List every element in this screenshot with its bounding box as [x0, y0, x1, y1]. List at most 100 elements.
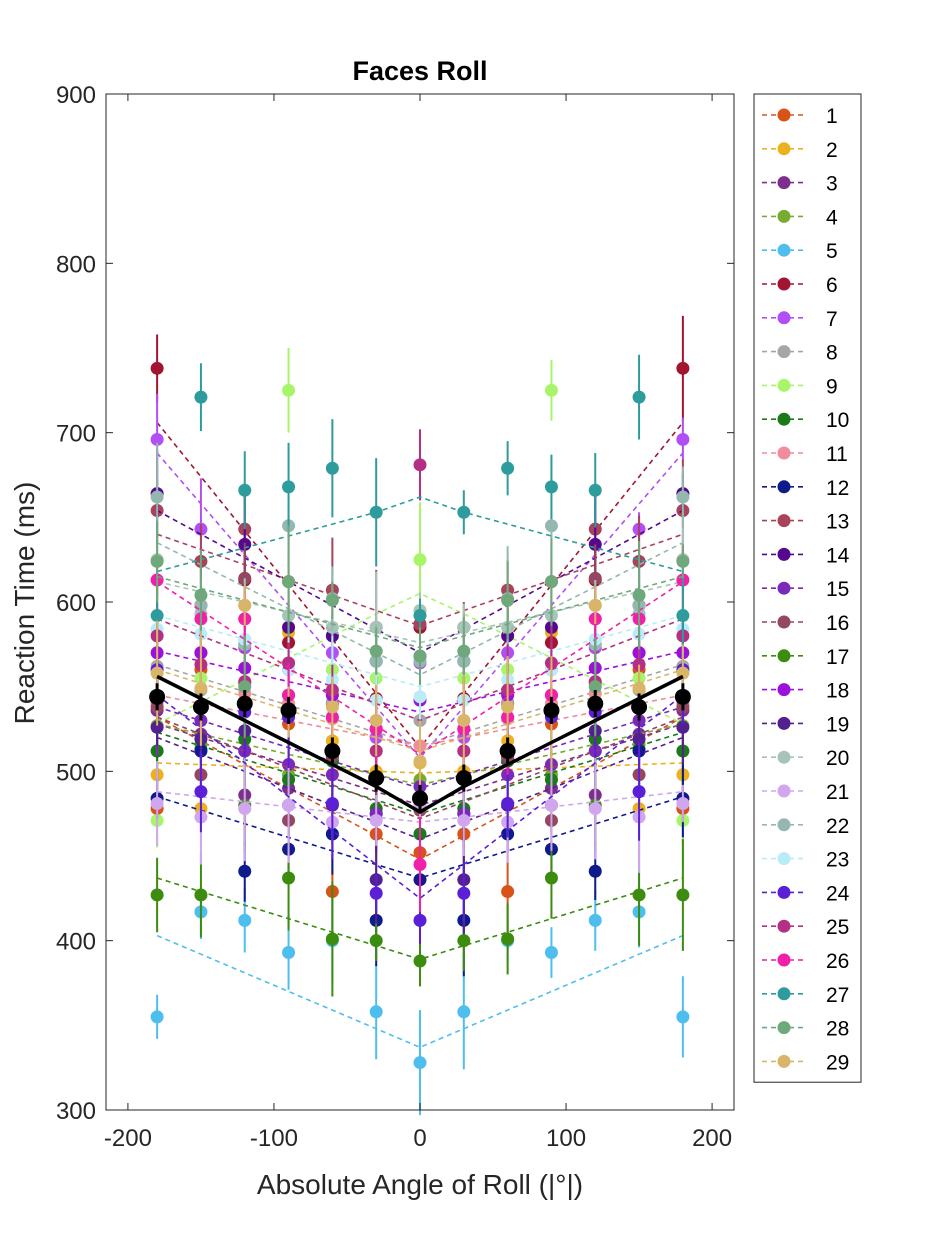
fit-line-24	[156, 694, 684, 900]
point-29	[457, 714, 471, 728]
legend-entry-14: 14	[762, 544, 850, 567]
point-27	[194, 390, 208, 404]
legend-label: 3	[826, 173, 838, 196]
legend-swatch-marker	[777, 243, 791, 257]
legend-swatch-marker	[777, 142, 791, 156]
legend-entry-4: 4	[762, 206, 838, 229]
point-24	[194, 785, 208, 799]
x-tick-label: -200	[104, 1125, 152, 1152]
x-tick-label: 200	[692, 1125, 732, 1152]
point-6	[676, 361, 690, 375]
point-17	[676, 888, 690, 902]
legend-label: 16	[826, 612, 849, 635]
legend-swatch-marker	[777, 480, 791, 494]
legend-entry-26: 26	[762, 950, 849, 973]
legend-label: 1	[826, 105, 838, 128]
legend-entry-6: 6	[762, 274, 838, 297]
point-28	[369, 644, 383, 658]
point-27	[457, 505, 471, 519]
legend-swatch-marker	[777, 176, 791, 190]
legend-swatch-marker	[777, 919, 791, 933]
point-5	[457, 1005, 471, 1019]
point-21	[457, 813, 471, 827]
point-29	[194, 681, 208, 695]
legend-label: 22	[826, 815, 849, 838]
point-25	[413, 458, 427, 472]
legend-swatch-marker	[777, 311, 791, 325]
point-1	[501, 885, 515, 899]
legend-entry-17: 17	[762, 646, 849, 669]
legend-swatch-marker	[777, 818, 791, 832]
legend-entry-10: 10	[762, 409, 849, 432]
point-29	[369, 714, 383, 728]
point-17	[457, 934, 471, 948]
legend-entry-23: 23	[762, 849, 849, 872]
point-5	[676, 1010, 690, 1024]
point-28	[413, 649, 427, 663]
legend-entry-12: 12	[762, 477, 849, 500]
point-5	[282, 946, 296, 960]
fit-line-17	[156, 877, 684, 961]
legend-swatch-marker	[777, 615, 791, 629]
fit-line-27	[156, 496, 684, 573]
point-9	[282, 383, 296, 397]
legend-label: 24	[826, 882, 850, 905]
point-21	[282, 798, 296, 812]
legend-label: 12	[826, 477, 849, 500]
point-17	[282, 871, 296, 885]
legend-swatch-marker	[777, 108, 791, 122]
point-27	[632, 390, 646, 404]
legend-label: 25	[826, 916, 849, 939]
legend-label: 21	[826, 781, 849, 804]
mean-point	[631, 698, 648, 715]
legend-entry-13: 13	[762, 511, 849, 534]
point-17	[413, 954, 427, 968]
legend-label: 29	[826, 1051, 849, 1074]
point-17	[544, 871, 558, 885]
point-28	[676, 554, 690, 568]
point-29	[325, 700, 339, 714]
legend-label: 9	[826, 375, 838, 398]
legend-label: 10	[826, 409, 849, 432]
legend-swatch-marker	[777, 852, 791, 866]
point-24	[413, 913, 427, 927]
point-19	[632, 732, 646, 746]
legend-entry-19: 19	[762, 713, 849, 736]
point-5	[413, 1056, 427, 1070]
mean-point	[236, 695, 253, 712]
legend-entry-7: 7	[762, 308, 838, 331]
legend-label: 13	[826, 511, 849, 534]
point-28	[544, 575, 558, 589]
mean-point	[280, 702, 297, 719]
point-28	[588, 680, 602, 694]
legend-swatch-marker	[777, 209, 791, 223]
legend-label: 23	[826, 849, 849, 872]
legend-label: 26	[826, 950, 849, 973]
point-21	[544, 798, 558, 812]
legend-entry-3: 3	[762, 173, 838, 196]
point-17	[150, 888, 164, 902]
legend-swatch-marker	[777, 1021, 791, 1035]
mean-point	[412, 790, 428, 807]
legend-entry-11: 11	[762, 443, 848, 466]
legend-swatch-marker	[777, 547, 791, 561]
legend-swatch-marker	[777, 716, 791, 730]
point-28	[501, 593, 515, 607]
point-19	[150, 720, 164, 734]
point-27	[676, 609, 690, 623]
mean-point	[192, 698, 209, 715]
point-21	[238, 802, 252, 816]
legend-label: 7	[826, 308, 838, 331]
legend-entry-25: 25	[762, 916, 849, 939]
point-5	[588, 913, 602, 927]
chart-title: Faces Roll	[352, 56, 487, 86]
legend-swatch-marker	[777, 987, 791, 1001]
mean-point	[499, 743, 516, 760]
legend-entry-9: 9	[762, 375, 838, 398]
point-24	[501, 797, 515, 811]
legend-label: 2	[826, 139, 838, 162]
point-6	[150, 361, 164, 375]
point-24	[457, 886, 471, 900]
legend-swatch-marker	[777, 277, 791, 291]
